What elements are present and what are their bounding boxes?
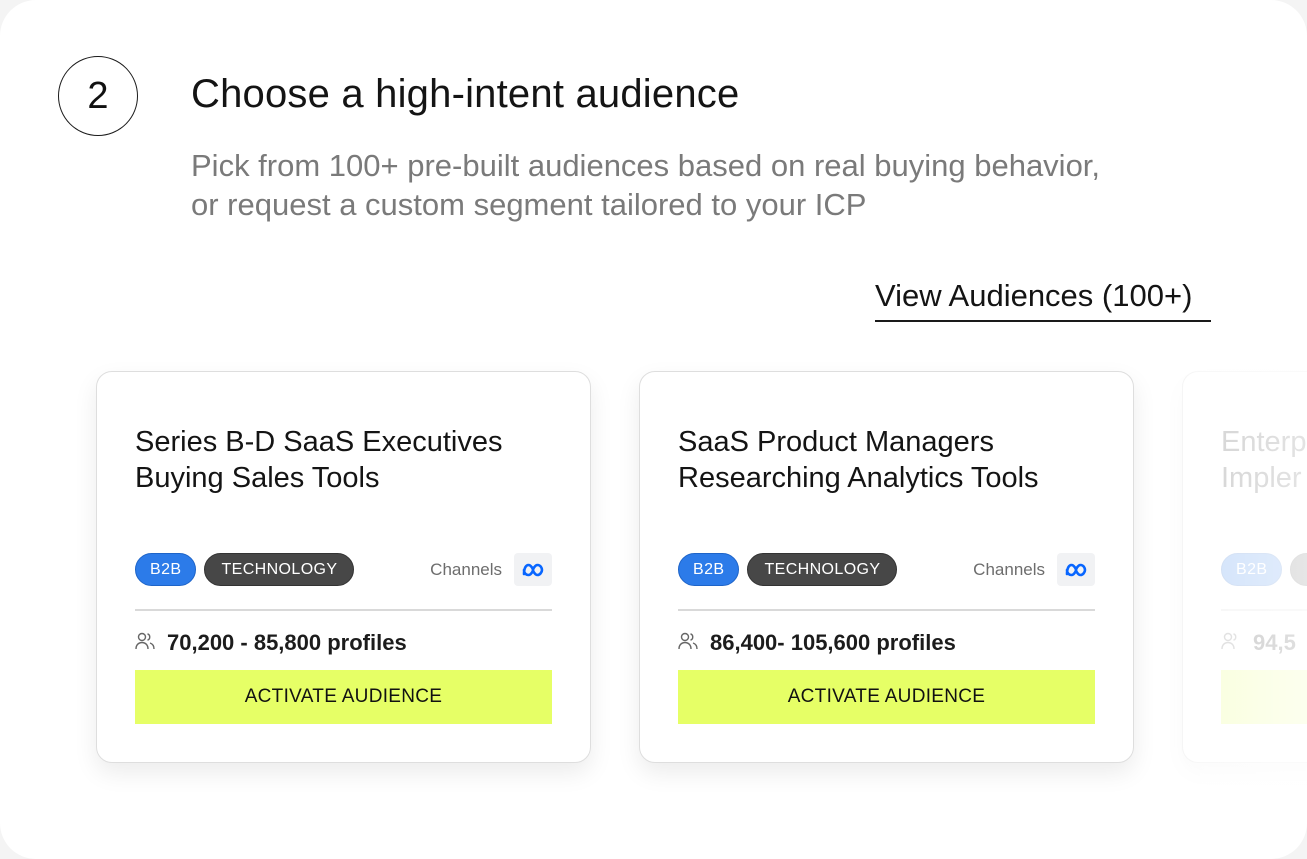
step-number: 2 — [87, 74, 109, 117]
step-title: Choose a high-intent audience — [191, 72, 740, 116]
audience-card-title: Enterp Impler — [1221, 424, 1307, 496]
meta-icon — [1057, 553, 1095, 586]
step-number-badge: 2 — [58, 56, 138, 136]
tag-b2b: B2B — [135, 553, 197, 586]
users-icon — [1221, 632, 1241, 655]
channels-label: Channels — [430, 559, 502, 579]
audience-card: SaaS Product Managers Researching Analyt… — [639, 371, 1134, 763]
activate-audience-button[interactable]: ACTIVATE AUDIENCE — [678, 670, 1095, 724]
users-icon — [678, 632, 698, 655]
tag-b2b: B2B — [1221, 553, 1283, 586]
tag-technology — [1290, 553, 1307, 586]
profiles-count-text: 94,5 — [1253, 630, 1296, 655]
card-divider — [1221, 609, 1307, 611]
activate-audience-button[interactable]: ACTIVATE AUDIENCE — [135, 670, 552, 724]
view-audiences-link[interactable]: View Audiences (100+) — [875, 278, 1211, 322]
tag-technology: TECHNOLOGY — [747, 553, 898, 586]
card-divider — [678, 609, 1095, 611]
audience-title-line2: Impler — [1221, 462, 1302, 494]
channels: Channels — [973, 553, 1095, 586]
step-description-line2: or request a custom segment tailored to … — [191, 187, 867, 222]
audience-title-line1: Series B-D SaaS Executives — [135, 426, 503, 458]
audience-card: Enterp Impler B2B 94,5 — [1182, 371, 1307, 763]
audience-title-line2: Researching Analytics Tools — [678, 462, 1039, 494]
profile-count: 86,400- 105,600 profiles — [678, 630, 956, 656]
tag-list: B2B — [1221, 553, 1307, 586]
profiles-count-text: 86,400- 105,600 profiles — [710, 630, 956, 655]
channels-label: Channels — [973, 559, 1045, 579]
audience-card-title: SaaS Product Managers Researching Analyt… — [678, 424, 1108, 496]
audience-title-line1: Enterp — [1221, 426, 1307, 458]
tag-technology: TECHNOLOGY — [204, 553, 355, 586]
tag-list: B2B TECHNOLOGY — [678, 553, 898, 586]
step-description: Pick from 100+ pre-built audiences based… — [191, 146, 1191, 224]
audience-title-line2: Buying Sales Tools — [135, 462, 380, 494]
activate-audience-button[interactable] — [1221, 670, 1307, 724]
profile-count: 94,5 — [1221, 630, 1296, 656]
audience-card: Series B-D SaaS Executives Buying Sales … — [96, 371, 591, 763]
profiles-count-text: 70,200 - 85,800 profiles — [167, 630, 407, 655]
tag-list: B2B TECHNOLOGY — [135, 553, 355, 586]
card-divider — [135, 609, 552, 611]
audience-card-title: Series B-D SaaS Executives Buying Sales … — [135, 424, 565, 496]
meta-icon — [514, 553, 552, 586]
users-icon — [135, 632, 155, 655]
audience-title-line1: SaaS Product Managers — [678, 426, 994, 458]
profile-count: 70,200 - 85,800 profiles — [135, 630, 407, 656]
tag-b2b: B2B — [678, 553, 740, 586]
channels: Channels — [430, 553, 552, 586]
step-description-line1: Pick from 100+ pre-built audiences based… — [191, 148, 1101, 183]
